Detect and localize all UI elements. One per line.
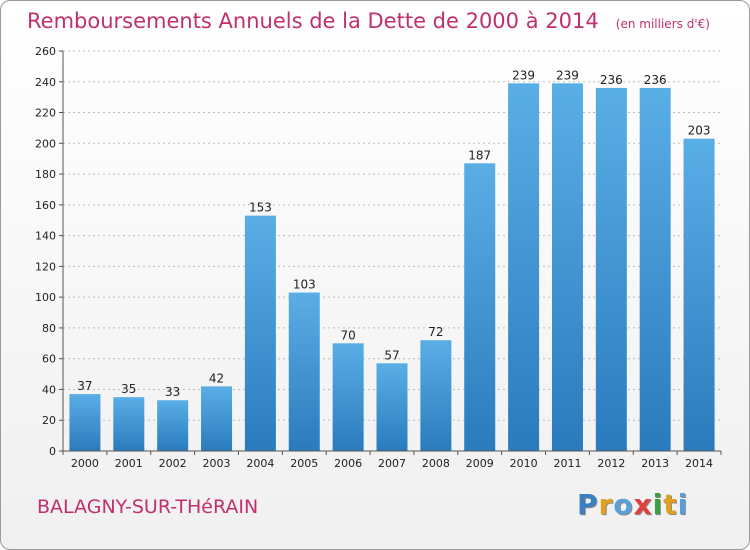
y-tick-label: 100 — [35, 291, 56, 304]
data-labels: 37 35 33 42 153 103 70 57 72 187 239 239 236 236 203 — [77, 68, 710, 399]
y-axis-ticks: 0 20 40 60 80 100 120 140 160 180 200 220 240 260 — [35, 45, 63, 458]
data-label-2000: 37 — [77, 379, 92, 393]
data-label-2013: 236 — [644, 73, 667, 87]
bar-2006 — [332, 343, 364, 451]
chart-unit-text: (en milliers d'€) — [616, 17, 710, 31]
brand-letter: P — [577, 488, 599, 521]
y-tick-label: 160 — [35, 199, 56, 212]
data-label-2002: 33 — [165, 385, 180, 399]
data-label-2005: 103 — [293, 278, 316, 292]
brand-letter: i — [652, 488, 664, 521]
data-label-2006: 70 — [340, 328, 355, 342]
x-tick-label: 2000 — [71, 457, 99, 470]
chart-title: Remboursements Annuels de la Dette de 20… — [27, 9, 710, 33]
y-tick-label: 140 — [35, 230, 56, 243]
bar-2009 — [464, 163, 496, 452]
x-tick-label: 2001 — [115, 457, 143, 470]
brand-letter: o — [613, 488, 634, 521]
bar-2003 — [201, 386, 233, 451]
bar-2004 — [244, 215, 276, 451]
bar-2010 — [508, 83, 540, 452]
y-tick-label: 80 — [42, 322, 56, 335]
bars — [69, 83, 715, 452]
bar-2000 — [69, 394, 101, 451]
bar-2014 — [683, 138, 715, 451]
x-tick-label: 2013 — [641, 457, 669, 470]
data-label-2004: 153 — [249, 201, 272, 215]
brand-letter: x — [633, 488, 653, 521]
y-tick-label: 180 — [35, 168, 56, 181]
data-label-2001: 35 — [121, 382, 136, 396]
x-tick-label: 2002 — [159, 457, 187, 470]
y-tick-label: 240 — [35, 76, 56, 89]
y-tick-label: 200 — [35, 137, 56, 150]
bar-2008 — [420, 340, 452, 451]
bar-2007 — [376, 363, 408, 451]
data-label-2011: 239 — [556, 68, 579, 82]
bar-2002 — [157, 400, 189, 451]
data-label-2012: 236 — [600, 73, 623, 87]
x-tick-label: 2009 — [466, 457, 494, 470]
city-name: BALAGNY-SUR-THéRAIN — [37, 496, 259, 518]
bar-2011 — [551, 83, 583, 452]
x-tick-label: 2004 — [246, 457, 274, 470]
data-label-2014: 203 — [688, 124, 711, 138]
bar-2012 — [595, 87, 627, 451]
brand-letter: t — [663, 488, 678, 521]
y-tick-label: 260 — [35, 45, 56, 58]
data-label-2007: 57 — [384, 348, 399, 362]
x-tick-label: 2011 — [553, 457, 581, 470]
y-tick-label: 0 — [49, 445, 56, 458]
x-tick-label: 2014 — [685, 457, 713, 470]
y-tick-label: 60 — [42, 353, 56, 366]
chart-title-text: Remboursements Annuels de la Dette de 20… — [27, 9, 599, 33]
x-tick-label: 2010 — [510, 457, 538, 470]
bar-2001 — [113, 397, 145, 451]
bar-2005 — [288, 292, 320, 451]
y-tick-label: 20 — [42, 414, 56, 427]
x-tick-label: 2007 — [378, 457, 406, 470]
brand-logo: Proxiti — [577, 488, 688, 521]
brand-letter: r — [598, 488, 614, 521]
x-tick-label: 2012 — [597, 457, 625, 470]
x-tick-label: 2006 — [334, 457, 362, 470]
data-label-2003: 42 — [209, 371, 224, 385]
data-label-2010: 239 — [512, 68, 535, 82]
data-label-2009: 187 — [468, 148, 491, 162]
y-tick-label: 40 — [42, 383, 56, 396]
data-label-2008: 72 — [428, 325, 443, 339]
x-tick-label: 2008 — [422, 457, 450, 470]
bar-2013 — [639, 87, 671, 451]
brand-letter: i — [677, 488, 689, 521]
x-axis-ticks: 2000 2001 2002 2003 2004 2005 2006 2007 2008 2009… — [62, 451, 722, 470]
y-tick-label: 120 — [35, 260, 56, 273]
y-tick-label: 220 — [35, 107, 56, 120]
x-tick-label: 2003 — [203, 457, 231, 470]
x-tick-label: 2005 — [290, 457, 318, 470]
